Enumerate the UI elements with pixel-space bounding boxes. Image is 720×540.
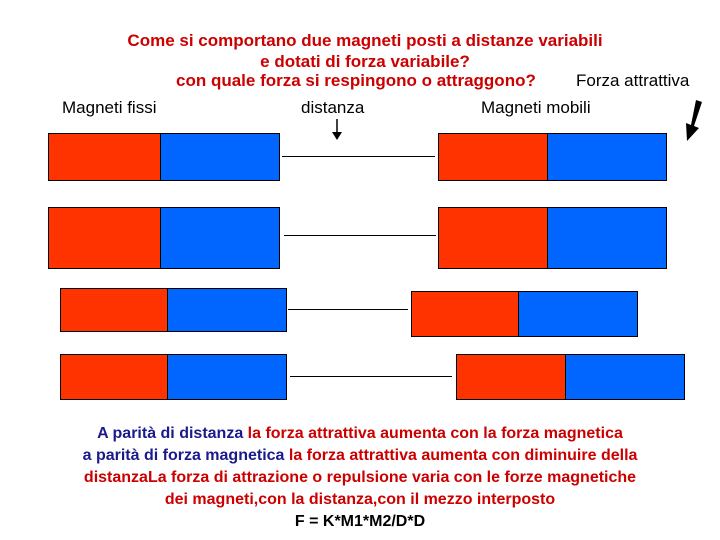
fixed-magnet-1-blue	[160, 133, 280, 181]
distance-line-2	[284, 235, 436, 236]
title-line-2: e dotati di forza variabile?	[260, 52, 470, 71]
fixed-magnet-3-red	[60, 288, 168, 332]
mobile-magnet-2-red	[438, 207, 548, 269]
mobile-magnet-4-red	[456, 354, 566, 400]
distanza-label: distanza	[301, 98, 365, 117]
force-arrow-icon	[686, 100, 702, 141]
formula: F = K*M1*M2/D*D	[294, 513, 426, 530]
explanation-2a: a parità di forza magnetica	[82, 447, 289, 464]
explanation-1b: la forza attrattiva aumenta con la forza…	[247, 425, 623, 442]
explanation-line-2: a parità di forza magnetica la forza att…	[0, 445, 720, 467]
explanation-line-4: dei magneti,con la distanza,con il mezzo…	[164, 491, 556, 508]
mobile-magnet-1-blue	[547, 133, 667, 181]
distance-arrow-icon	[332, 119, 342, 140]
fixed-magnet-2-red	[48, 207, 161, 269]
title-line-1: Come si comportano due magneti posti a d…	[127, 31, 603, 50]
fixed-magnet-3-blue	[167, 288, 287, 332]
explanation-3a: distanza	[83, 469, 148, 486]
fixed-magnet-4-red	[60, 354, 168, 400]
explanation-1a: A parità di distanza	[97, 425, 248, 442]
forza-attrattiva-label: Forza attrattiva	[576, 71, 690, 90]
mobile-magnet-1-red	[438, 133, 548, 181]
magneti-fissi-label: Magneti fissi	[62, 98, 157, 117]
distance-line-1	[282, 156, 435, 157]
distance-line-3	[288, 309, 408, 310]
explanation-3b: La forza di attrazione o repulsione vari…	[147, 469, 637, 486]
fixed-magnet-2-blue	[160, 207, 280, 269]
explanation-line-3: distanzaLa forza di attrazione o repulsi…	[0, 467, 720, 489]
title-line-3: con quale forza si respingono o attraggo…	[176, 71, 536, 90]
mobile-magnet-2-blue	[547, 207, 667, 269]
mobile-magnet-3-blue	[518, 291, 638, 337]
mobile-magnet-4-blue	[565, 354, 685, 400]
fixed-magnet-4-blue	[167, 354, 287, 400]
mobile-magnet-3-red	[411, 291, 519, 337]
magneti-mobili-label: Magneti mobili	[481, 98, 591, 117]
explanation-line-1: A parità di distanza la forza attrattiva…	[0, 423, 720, 445]
explanation-2b: la forza attrattiva aumenta con diminuir…	[288, 447, 638, 464]
distance-line-4	[290, 376, 452, 377]
fixed-magnet-1-red	[48, 133, 161, 181]
